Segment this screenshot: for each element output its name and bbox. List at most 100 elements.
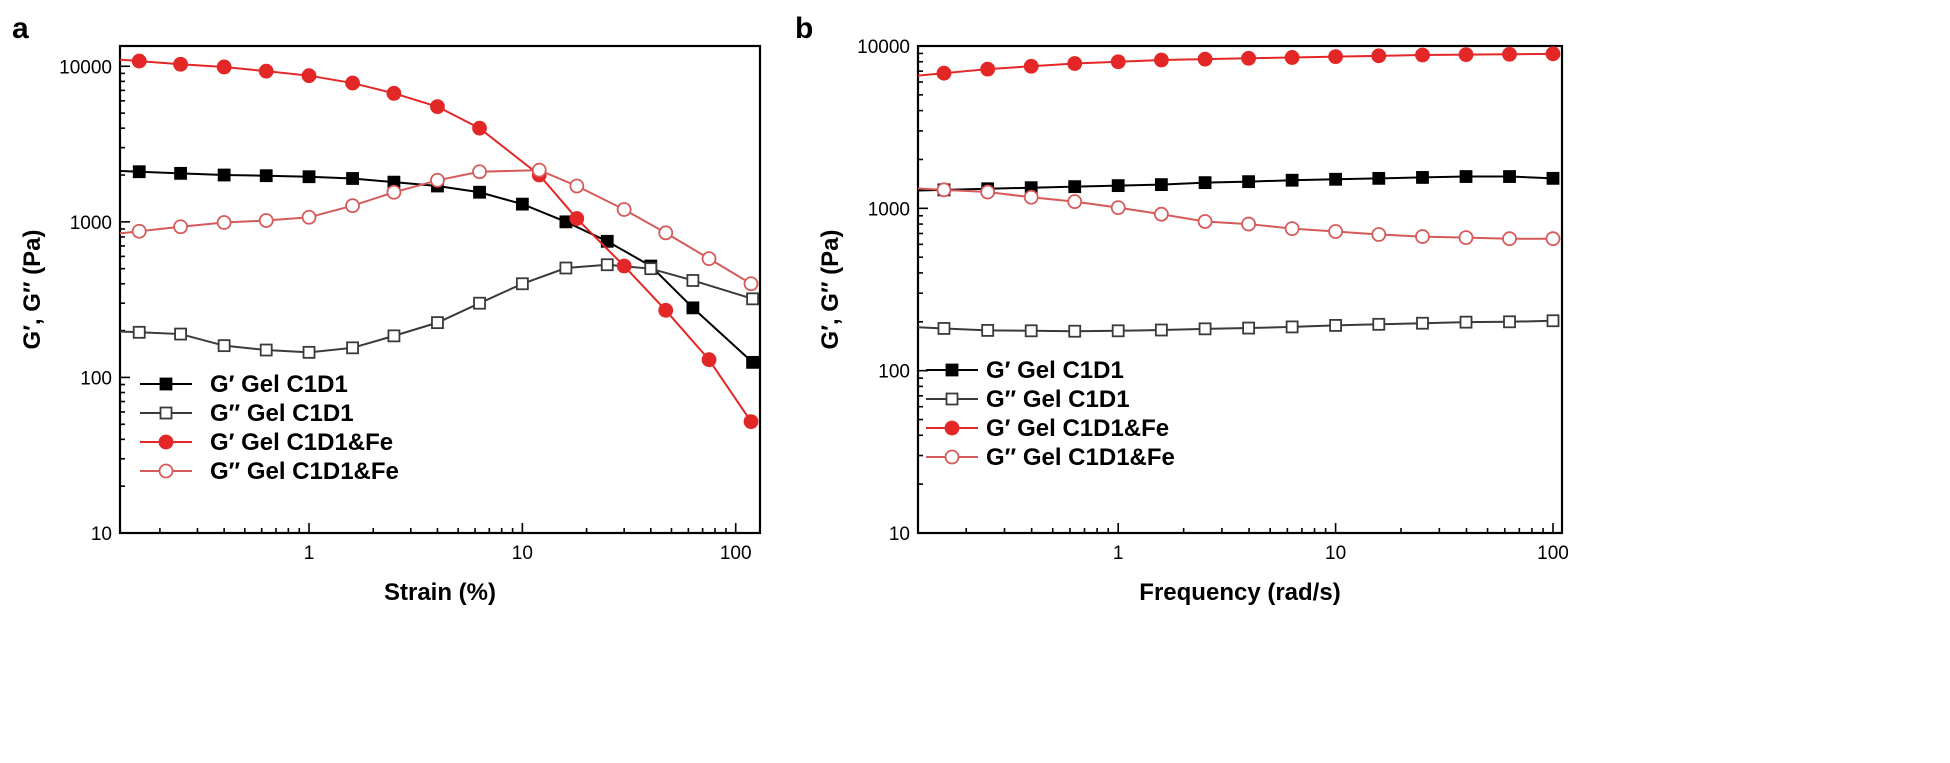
panel-letter: a (12, 12, 29, 45)
legend-label: G″ Gel C1D1 (210, 400, 354, 427)
data-point (217, 339, 231, 353)
x-tick-label: 10 (512, 543, 533, 564)
data-point (1198, 176, 1212, 190)
legend-label: G′ Gel C1D1 (986, 357, 1124, 384)
data-point (1067, 56, 1083, 71)
series-0 (120, 165, 759, 369)
data-point (131, 53, 147, 69)
data-point (302, 170, 316, 184)
data-point (644, 262, 658, 276)
data-point (216, 59, 232, 75)
data-point (174, 166, 187, 180)
data-point (217, 168, 231, 182)
data-point (431, 316, 444, 330)
data-point (1197, 214, 1213, 229)
series-line (918, 187, 1554, 240)
data-point (346, 172, 359, 185)
legend-label: G″ Gel C1D1&Fe (986, 444, 1175, 471)
data-point (1284, 50, 1300, 65)
data-point (1197, 51, 1213, 67)
data-point (1459, 315, 1473, 329)
data-point (1371, 227, 1387, 242)
data-point (658, 302, 674, 318)
y-tick-label: 1000 (70, 213, 112, 234)
data-point (1285, 173, 1299, 187)
legend-marker (945, 392, 959, 406)
data-point (1153, 206, 1169, 222)
y-axis-title: G′, G″ (Pa) (817, 230, 844, 350)
data-point (1284, 221, 1300, 237)
legend-label: G′ Gel C1D1 (210, 371, 348, 398)
data-point (616, 258, 632, 274)
data-point (1546, 171, 1560, 185)
data-point (472, 164, 487, 180)
data-point (600, 234, 614, 248)
data-point (746, 355, 759, 369)
y-tick-label: 10 (889, 524, 910, 545)
panel-letter: b (795, 12, 813, 45)
data-point (173, 219, 188, 235)
data-point (1067, 194, 1083, 210)
data-point (1241, 216, 1257, 232)
series-2 (918, 46, 1561, 81)
data-point (1372, 171, 1386, 185)
data-point (980, 61, 996, 77)
data-point (936, 182, 952, 198)
series-line (120, 58, 752, 423)
data-point (743, 414, 759, 430)
data-point (1459, 170, 1473, 183)
data-point (259, 169, 273, 183)
legend-marker (944, 449, 960, 465)
data-point (531, 162, 547, 178)
data-point (386, 184, 402, 200)
data-point (1371, 48, 1387, 64)
legend-marker (158, 434, 174, 450)
data-point (1154, 323, 1168, 337)
series-3 (120, 162, 759, 292)
series-line (918, 175, 1554, 192)
data-point (216, 215, 232, 230)
x-tick-label: 1 (1113, 543, 1124, 564)
data-point (345, 75, 360, 91)
data-point (1329, 172, 1342, 186)
x-axis-title: Frequency (rad/s) (1139, 579, 1340, 606)
data-point (1068, 324, 1082, 338)
data-point (1024, 324, 1038, 338)
data-point (302, 345, 316, 359)
x-tick-label: 10 (1325, 543, 1346, 564)
data-point (258, 63, 274, 79)
series-line (120, 263, 753, 354)
plot-frame (118, 44, 762, 535)
data-point (1416, 171, 1429, 184)
data-point (1111, 179, 1125, 193)
data-point (473, 296, 486, 310)
y-tick-label: 10000 (857, 37, 910, 58)
x-axis-title: Strain (%) (384, 579, 496, 606)
y-tick-label: 100 (878, 362, 910, 383)
data-point (386, 85, 402, 101)
legend-marker (159, 377, 173, 391)
data-point (258, 213, 274, 228)
data-point (1328, 49, 1343, 65)
data-point (1545, 46, 1561, 62)
data-point (1502, 46, 1517, 62)
legend-label: G″ Gel C1D1 (986, 386, 1130, 413)
data-point (259, 343, 273, 357)
data-point (472, 120, 487, 136)
data-point (515, 197, 529, 211)
panel-b: b 1 10 100 10 100 1000 10000 Frequency (rad/s) G′… (795, 12, 1569, 606)
data-point (936, 65, 952, 81)
data-point (131, 223, 147, 239)
data-point (473, 185, 486, 199)
data-point (1023, 58, 1039, 74)
data-point (937, 322, 951, 335)
data-point (746, 292, 759, 306)
data-point (174, 327, 187, 341)
data-point (387, 329, 401, 343)
data-point (743, 276, 759, 292)
data-point (515, 277, 529, 291)
legend-marker (159, 406, 173, 420)
data-point (430, 172, 445, 188)
series-3 (918, 182, 1561, 247)
